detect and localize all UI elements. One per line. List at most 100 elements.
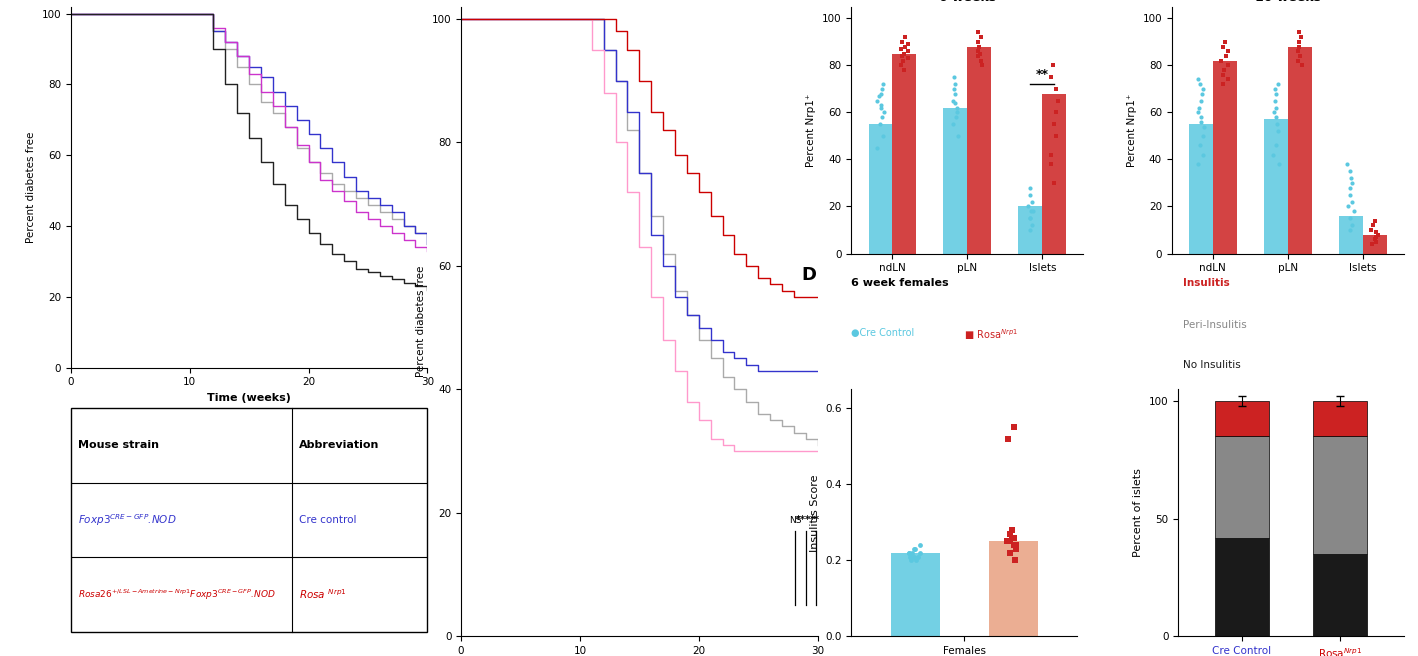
Point	[1340, 173, 1363, 184]
Point	[1361, 220, 1384, 230]
Bar	[1339, 216, 1363, 253]
Text: NS: NS	[788, 516, 801, 525]
Point	[1339, 182, 1361, 193]
Point	[869, 100, 892, 111]
Point	[1020, 213, 1042, 224]
Point	[1001, 525, 1024, 535]
Bar	[988, 541, 1038, 636]
Point	[947, 131, 970, 141]
Point	[868, 91, 891, 101]
Point	[942, 119, 964, 129]
Point	[1364, 232, 1387, 242]
Point	[967, 27, 990, 37]
Point	[1003, 540, 1025, 550]
Bar	[1018, 207, 1042, 253]
Point	[1262, 150, 1285, 160]
Point	[891, 51, 913, 61]
Point	[1262, 107, 1285, 117]
Point	[909, 548, 932, 558]
Point	[866, 95, 889, 106]
Bar	[1215, 537, 1269, 636]
Point	[1003, 532, 1025, 543]
Point	[968, 49, 991, 59]
Point	[1018, 182, 1041, 193]
Point	[891, 37, 913, 47]
Point	[1001, 532, 1024, 543]
Point	[900, 548, 923, 558]
Point	[898, 548, 920, 558]
Point	[872, 107, 895, 117]
Point	[1039, 72, 1062, 83]
Point	[869, 89, 892, 99]
Point	[896, 53, 919, 64]
Point	[1266, 119, 1289, 129]
Point	[903, 544, 926, 554]
Text: D: D	[801, 266, 817, 284]
Point	[1214, 51, 1236, 61]
Point	[899, 555, 922, 565]
Point	[1360, 225, 1383, 236]
Point	[943, 83, 966, 94]
Text: $Foxp3^{CRE-GFP}$.NOD: $Foxp3^{CRE-GFP}$.NOD	[78, 512, 177, 527]
Point	[1044, 83, 1066, 94]
Point	[1217, 46, 1239, 56]
Title: 6 weeks: 6 weeks	[939, 0, 995, 4]
Point	[1364, 234, 1387, 245]
Y-axis label: Insulitis Score: Insulitis Score	[810, 474, 820, 552]
Point	[871, 83, 893, 94]
Point	[1044, 119, 1066, 129]
Bar	[891, 553, 940, 636]
Point	[1004, 555, 1027, 565]
Point	[1268, 159, 1290, 169]
Y-axis label: Percent Nrp1⁺: Percent Nrp1⁺	[1127, 93, 1137, 167]
Text: ■ Rosa$^{Nrp1}$: ■ Rosa$^{Nrp1}$	[964, 327, 1018, 342]
Point	[967, 41, 990, 52]
Y-axis label: Percent of islets: Percent of islets	[1133, 468, 1143, 558]
Point	[1004, 544, 1027, 554]
Point	[1265, 140, 1288, 151]
Point	[1191, 131, 1214, 141]
Point	[905, 555, 927, 565]
X-axis label: Time (weeks): Time (weeks)	[207, 393, 291, 403]
Point	[1288, 41, 1310, 52]
Point	[970, 55, 993, 66]
Point	[1286, 46, 1309, 56]
Point	[1336, 159, 1358, 169]
Point	[1018, 190, 1041, 200]
Y-axis label: Percent diabetes free: Percent diabetes free	[26, 131, 35, 243]
Point	[1187, 107, 1210, 117]
Bar	[967, 47, 991, 253]
Point	[967, 37, 990, 47]
Point	[866, 142, 889, 153]
Point	[1265, 89, 1288, 99]
Point	[946, 107, 968, 117]
Bar	[1188, 124, 1212, 253]
Bar	[1263, 119, 1288, 253]
Bar	[892, 54, 916, 253]
Point	[889, 44, 912, 54]
Point	[1021, 197, 1044, 207]
Point	[944, 98, 967, 108]
Point	[891, 60, 913, 71]
Point	[1018, 225, 1041, 236]
Point	[1339, 190, 1361, 200]
Point	[871, 131, 893, 141]
Point	[1339, 166, 1361, 176]
Point	[903, 544, 926, 554]
Point	[1188, 102, 1211, 113]
Point	[1217, 60, 1239, 71]
Point	[944, 89, 967, 99]
Point	[1360, 239, 1383, 249]
Point	[1341, 220, 1364, 230]
Point	[1046, 95, 1069, 106]
Text: Rosa $^{Nrp1}$: Rosa $^{Nrp1}$	[299, 588, 347, 602]
Point	[1211, 70, 1234, 80]
Point	[1290, 60, 1313, 71]
Bar	[1215, 436, 1269, 537]
Point	[1263, 95, 1286, 106]
Point	[1004, 540, 1027, 550]
Point	[997, 434, 1020, 444]
Point	[1191, 150, 1214, 160]
Point	[942, 95, 964, 106]
Point	[1212, 79, 1235, 89]
